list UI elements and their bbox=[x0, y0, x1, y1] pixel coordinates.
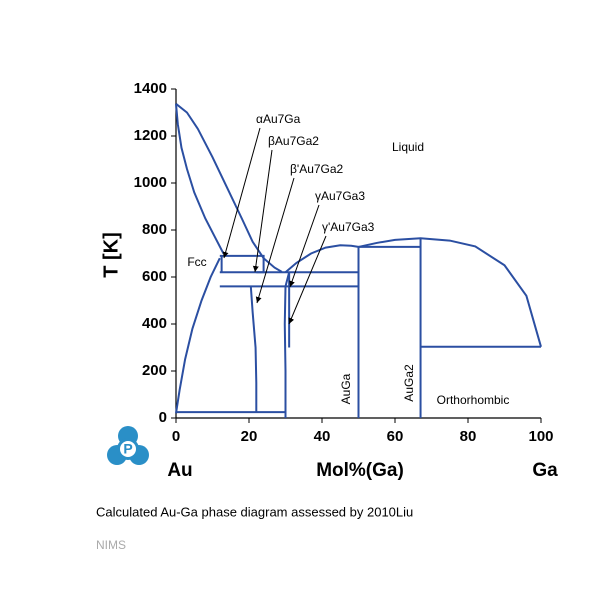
x-axis-label: Mol%(Ga) bbox=[316, 460, 404, 481]
y-tick-label: 200 bbox=[142, 362, 167, 379]
annotation: γAu7Ga3 bbox=[315, 189, 365, 203]
phase-label: AuGa bbox=[339, 373, 353, 404]
annotation-arrow bbox=[289, 204, 320, 288]
phase-boundary bbox=[284, 244, 359, 274]
phase-label: AuGa2 bbox=[402, 364, 416, 402]
y-tick-label: 1400 bbox=[134, 80, 167, 97]
y-tick-label: 1000 bbox=[134, 174, 167, 191]
annotation: αAu7Ga bbox=[256, 112, 301, 126]
annotation: βAu7Ga2 bbox=[268, 134, 319, 148]
logo: P bbox=[107, 426, 149, 465]
y-tick-label: 0 bbox=[159, 409, 167, 426]
phase-boundary bbox=[175, 103, 225, 254]
annotation-arrow bbox=[252, 149, 273, 273]
phase-label: Liquid bbox=[392, 140, 424, 154]
x-tick-label: 40 bbox=[314, 428, 331, 445]
annotation-arrow bbox=[255, 177, 295, 304]
y-tick-label: 1200 bbox=[134, 127, 167, 144]
annotation-arrow bbox=[288, 235, 327, 325]
x-tick-label: 20 bbox=[241, 428, 258, 445]
phase-boundary bbox=[283, 272, 291, 418]
phase-label: Fcc bbox=[187, 255, 206, 269]
x-tick-label: 60 bbox=[387, 428, 404, 445]
x-tick-label: 0 bbox=[172, 428, 180, 445]
caption: Calculated Au-Ga phase diagram assessed … bbox=[96, 504, 413, 519]
x-tick-label: 100 bbox=[528, 428, 553, 445]
y-tick-label: 600 bbox=[142, 268, 167, 285]
logo-letter: P bbox=[123, 441, 132, 457]
x-right-label: Ga bbox=[532, 460, 558, 481]
y-tick-label: 800 bbox=[142, 221, 167, 238]
annotation: γ'Au7Ga3 bbox=[322, 220, 375, 234]
y-axis-label: T [K] bbox=[100, 232, 122, 278]
phase-boundary bbox=[358, 237, 542, 348]
x-left-label: Au bbox=[167, 460, 192, 481]
phase-label: Orthorhombic bbox=[437, 393, 510, 407]
y-tick-label: 400 bbox=[142, 315, 167, 332]
phase-boundary bbox=[175, 257, 221, 414]
phase-boundary bbox=[256, 254, 265, 274]
source: NIMS bbox=[96, 538, 126, 552]
annotation-arrow bbox=[222, 127, 261, 259]
x-tick-label: 80 bbox=[460, 428, 477, 445]
phase-boundary bbox=[249, 286, 258, 413]
annotation: β'Au7Ga2 bbox=[290, 162, 344, 176]
